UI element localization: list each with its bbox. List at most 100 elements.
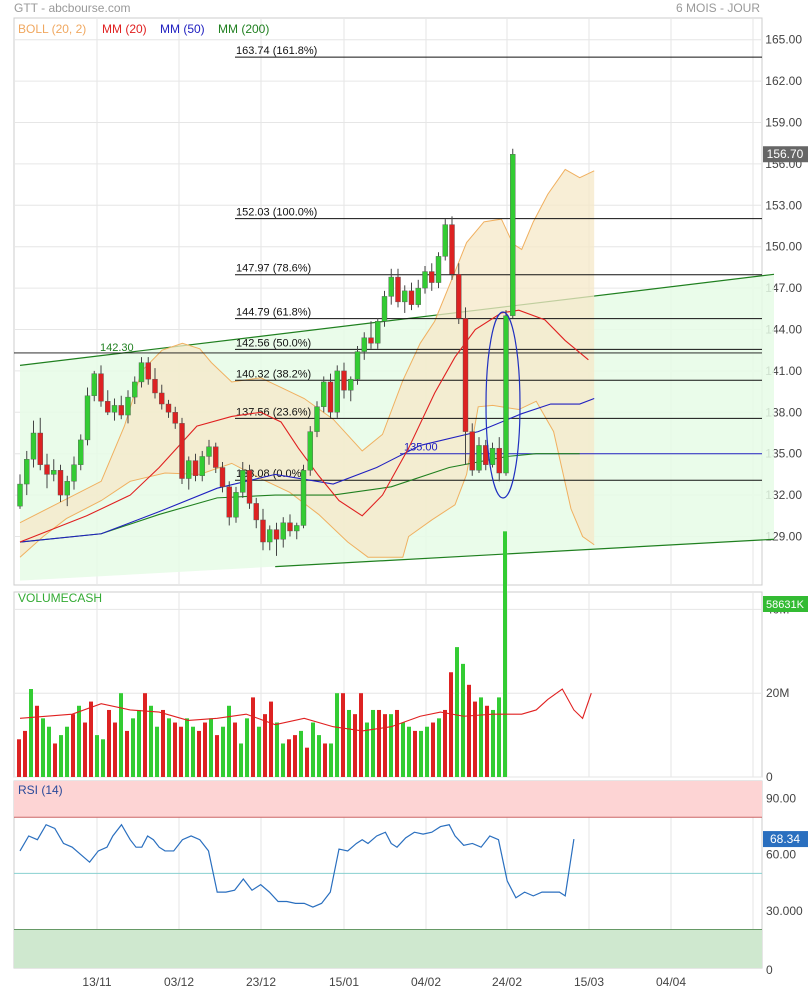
candle bbox=[64, 475, 70, 507]
price-tick-label: 162.00 bbox=[765, 74, 802, 88]
bollinger-band-fill bbox=[20, 169, 595, 558]
candle-body bbox=[429, 271, 435, 283]
volume-bar bbox=[137, 709, 141, 777]
volume-bar bbox=[95, 735, 99, 777]
volume-bar bbox=[335, 693, 339, 777]
candle-body bbox=[260, 519, 266, 543]
candle bbox=[98, 365, 104, 407]
candle bbox=[489, 442, 496, 468]
volume-bar bbox=[203, 722, 207, 777]
candle-body bbox=[341, 370, 347, 391]
volume-bar bbox=[299, 730, 303, 777]
candle bbox=[422, 266, 428, 294]
volume-bar bbox=[479, 697, 483, 777]
candle bbox=[219, 461, 226, 493]
volume-bar bbox=[257, 726, 261, 777]
candle-body bbox=[138, 362, 145, 383]
legend-item: MM (200) bbox=[218, 22, 269, 36]
candle-body bbox=[71, 464, 77, 482]
candle-body bbox=[91, 373, 97, 396]
volume-bar bbox=[425, 726, 429, 777]
volume-bar bbox=[83, 722, 87, 777]
candle-body bbox=[449, 224, 455, 275]
price-tick-label: 144.00 bbox=[765, 323, 802, 337]
candle bbox=[408, 282, 415, 311]
highlight-ellipse bbox=[485, 311, 521, 499]
candle-body bbox=[98, 373, 104, 402]
volume-bar bbox=[185, 718, 189, 777]
candle bbox=[307, 426, 313, 476]
candle-body bbox=[125, 396, 131, 416]
volume-bar bbox=[71, 714, 75, 777]
candle-body bbox=[111, 405, 118, 413]
candle bbox=[84, 387, 91, 446]
candle-body bbox=[388, 276, 394, 297]
candle-body bbox=[145, 362, 151, 380]
candle bbox=[287, 514, 293, 537]
volume-bar bbox=[41, 718, 45, 777]
date-tick-label: 23/12 bbox=[246, 975, 276, 989]
date-tick-label: 03/12 bbox=[164, 975, 194, 989]
candle-body bbox=[476, 445, 482, 471]
candle-body bbox=[469, 431, 475, 471]
date-tick-label: 04/02 bbox=[411, 975, 441, 989]
candle bbox=[496, 437, 502, 482]
volume-bar bbox=[239, 743, 243, 777]
candle-body bbox=[30, 432, 37, 460]
rsi-oversold-zone bbox=[14, 929, 762, 968]
candle-body bbox=[57, 470, 64, 496]
candle-body bbox=[159, 392, 165, 405]
volume-bar bbox=[167, 718, 171, 777]
volume-bar bbox=[131, 718, 135, 777]
date-tick-label: 15/01 bbox=[329, 975, 359, 989]
candle bbox=[125, 390, 131, 424]
candle-body bbox=[402, 290, 408, 303]
volume-bar bbox=[287, 739, 291, 777]
candle-body bbox=[24, 459, 30, 485]
volume-bar bbox=[347, 709, 351, 777]
price-tick-label: 165.00 bbox=[765, 33, 802, 47]
candle-body bbox=[354, 351, 361, 380]
mm50-line bbox=[19, 397, 595, 543]
candle-body bbox=[496, 447, 502, 474]
candle-body bbox=[84, 395, 91, 441]
volume-bar bbox=[119, 693, 123, 777]
candle-body bbox=[280, 522, 286, 540]
volume-bar bbox=[161, 709, 165, 777]
volume-bar bbox=[359, 693, 363, 777]
volume-bar bbox=[383, 714, 387, 777]
channel-lower-line bbox=[275, 538, 775, 568]
rsi-line bbox=[19, 823, 575, 908]
candle bbox=[253, 497, 259, 529]
price-tick-label: 159.00 bbox=[765, 116, 802, 130]
candle-body bbox=[233, 492, 239, 518]
volume-bar bbox=[47, 726, 51, 777]
fib-level-label: 140.32 (38.2%) bbox=[236, 368, 311, 380]
volume-bar bbox=[419, 730, 423, 777]
volume-bar bbox=[503, 531, 507, 777]
candle bbox=[294, 522, 300, 540]
price-tick-label: 153.00 bbox=[765, 198, 802, 212]
bollinger-lower bbox=[19, 400, 595, 558]
volume-bar bbox=[467, 684, 471, 777]
candle-body bbox=[152, 378, 158, 394]
volume-bar bbox=[305, 747, 309, 777]
candle-body bbox=[489, 447, 496, 465]
candle bbox=[78, 434, 84, 471]
legend-item: MM (50) bbox=[160, 22, 205, 36]
candle-body bbox=[17, 483, 23, 507]
candle bbox=[341, 362, 347, 399]
volume-bar bbox=[341, 693, 345, 777]
volume-tick-label: 20M bbox=[766, 686, 789, 700]
volume-bar bbox=[89, 701, 93, 777]
candle-body bbox=[348, 378, 354, 391]
volume-bar bbox=[437, 718, 441, 777]
candle bbox=[469, 423, 475, 476]
candle bbox=[395, 268, 401, 308]
candle bbox=[388, 268, 394, 305]
candle bbox=[402, 285, 408, 313]
candle bbox=[354, 346, 361, 385]
volume-bar bbox=[155, 726, 159, 777]
candle bbox=[51, 459, 57, 482]
